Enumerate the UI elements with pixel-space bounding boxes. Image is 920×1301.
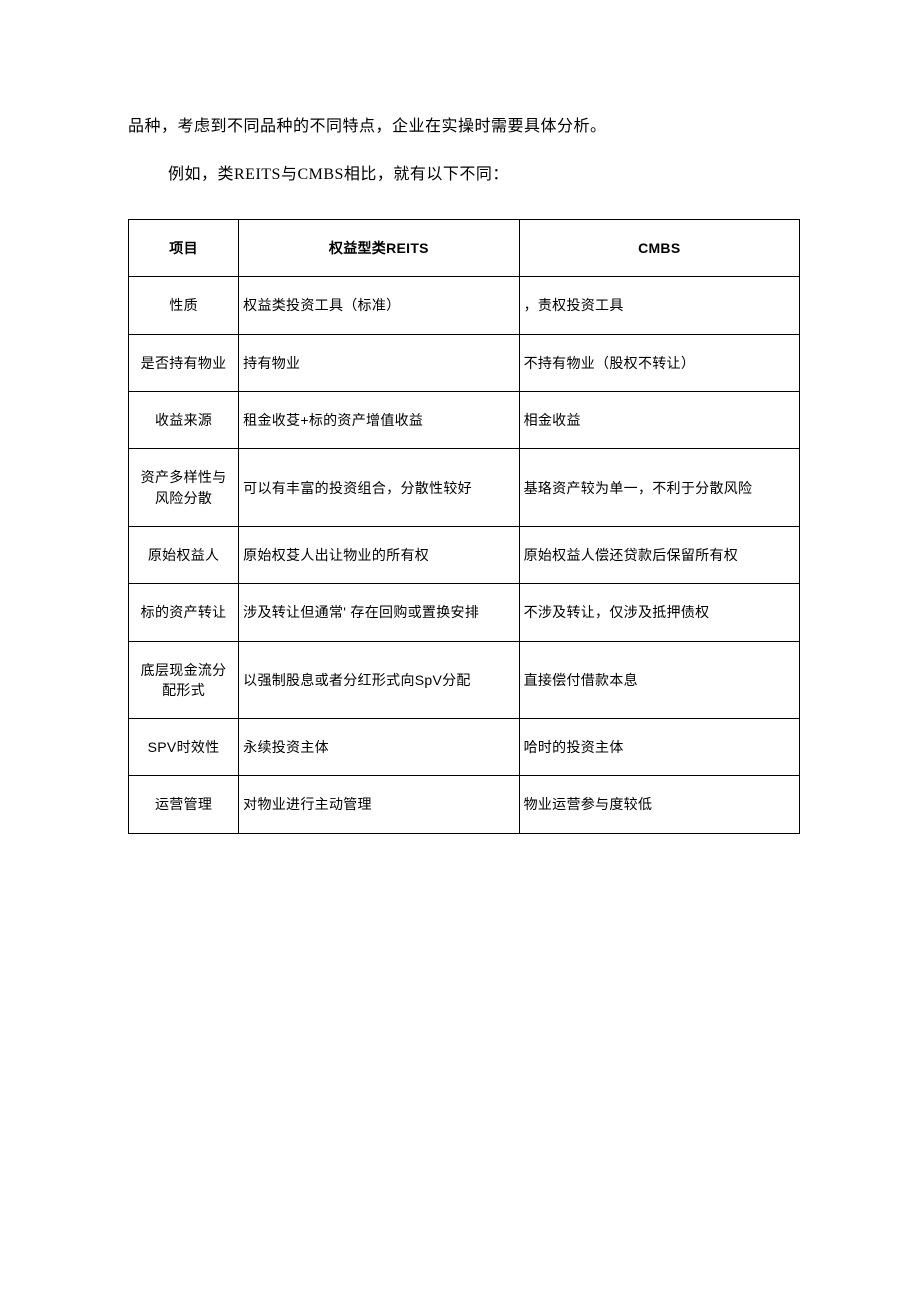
cell-item: 底层现金流分配形式 <box>129 641 239 719</box>
cell-item: 原始权益人 <box>129 526 239 583</box>
cell-reits: 原始权芟人出让物业的所有权 <box>239 526 519 583</box>
table-row: 是否持有物业 持有物业 不持有物业（股权不转让） <box>129 334 800 391</box>
cell-item: SPV时效性 <box>129 719 239 776</box>
comparison-table-container: 项目 权益型类REITS CMBS 性质 权益类投资工具（标准） ，责权投资工具… <box>128 219 800 834</box>
paragraph-1: 品种，考虑到不同品种的不同特点，企业在实操时需要具体分析。 <box>128 110 800 144</box>
cell-cmbs: 基珞资产较为单一，不利于分散风险 <box>519 449 799 527</box>
cell-cmbs: 物业运营参与度较低 <box>519 776 799 833</box>
cell-cmbs: 原始权益人偿还贷款后保留所有权 <box>519 526 799 583</box>
cell-cmbs: 相金收益 <box>519 392 799 449</box>
cell-item: 资产多样性与风险分散 <box>129 449 239 527</box>
comparison-table: 项目 权益型类REITS CMBS 性质 权益类投资工具（标准） ，责权投资工具… <box>128 219 800 834</box>
cell-reits: 租金收芟+标的资产增值收益 <box>239 392 519 449</box>
cell-cmbs: 不涉及转让，仅涉及抵押债权 <box>519 584 799 641</box>
col-header-reits: 权益型类REITS <box>239 220 519 277</box>
cell-reits: 永续投资主体 <box>239 719 519 776</box>
table-row: 运营管理 对物业进行主动管理 物业运营参与度较低 <box>129 776 800 833</box>
cell-item: 收益来源 <box>129 392 239 449</box>
cell-reits: 权益类投资工具（标准） <box>239 277 519 334</box>
cell-item: 运营管理 <box>129 776 239 833</box>
cell-cmbs: ，责权投资工具 <box>519 277 799 334</box>
cell-cmbs: 直接偿付借款本息 <box>519 641 799 719</box>
cell-reits: 对物业进行主动管理 <box>239 776 519 833</box>
table-row: 性质 权益类投资工具（标准） ，责权投资工具 <box>129 277 800 334</box>
cell-reits: 持有物业 <box>239 334 519 391</box>
table-row: SPV时效性 永续投资主体 哈时的投资主体 <box>129 719 800 776</box>
col-header-cmbs: CMBS <box>519 220 799 277</box>
cell-cmbs: 哈时的投资主体 <box>519 719 799 776</box>
table-row: 底层现金流分配形式 以强制股息或者分红形式向SpV分配 直接偿付借款本息 <box>129 641 800 719</box>
cell-reits: 可以有丰富的投资组合，分散性较好 <box>239 449 519 527</box>
cell-cmbs: 不持有物业（股权不转让） <box>519 334 799 391</box>
table-row: 原始权益人 原始权芟人出让物业的所有权 原始权益人偿还贷款后保留所有权 <box>129 526 800 583</box>
cell-item: 性质 <box>129 277 239 334</box>
cell-item: 是否持有物业 <box>129 334 239 391</box>
cell-item: 标的资产转让 <box>129 584 239 641</box>
cell-reits: 以强制股息或者分红形式向SpV分配 <box>239 641 519 719</box>
table-row: 收益来源 租金收芟+标的资产增值收益 相金收益 <box>129 392 800 449</box>
table-row: 资产多样性与风险分散 可以有丰富的投资组合，分散性较好 基珞资产较为单一，不利于… <box>129 449 800 527</box>
col-header-item: 项目 <box>129 220 239 277</box>
paragraph-2: 例如，类REITS与CMBS相比，就有以下不同： <box>128 158 800 192</box>
cell-reits: 涉及转让但通常' 存在回购或置换安排 <box>239 584 519 641</box>
table-header-row: 项目 权益型类REITS CMBS <box>129 220 800 277</box>
table-row: 标的资产转让 涉及转让但通常' 存在回购或置换安排 不涉及转让，仅涉及抵押债权 <box>129 584 800 641</box>
